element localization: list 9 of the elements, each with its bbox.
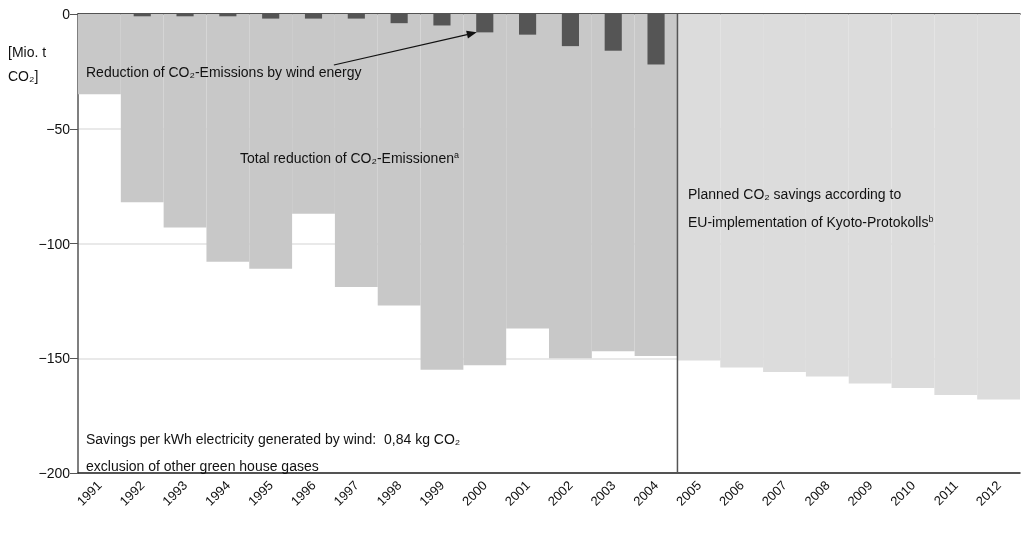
y-tick-label: −150 bbox=[38, 350, 71, 367]
y-axis-title: [Mio. t CO₂] bbox=[8, 44, 47, 84]
y-tick-label: −50 bbox=[46, 120, 71, 137]
annotation: Reduction of CO₂-Emissions by wind energy bbox=[86, 64, 362, 80]
y-tick-label: −100 bbox=[38, 235, 71, 252]
annotation: exclusion of other green house gases bbox=[86, 458, 319, 474]
y-tick-label: 0 bbox=[62, 6, 71, 22]
y-tick-label: −200 bbox=[38, 465, 71, 481]
annotation: Savings per kWh electricity generated by wind: 0,84 kg CO₂ bbox=[86, 431, 461, 447]
